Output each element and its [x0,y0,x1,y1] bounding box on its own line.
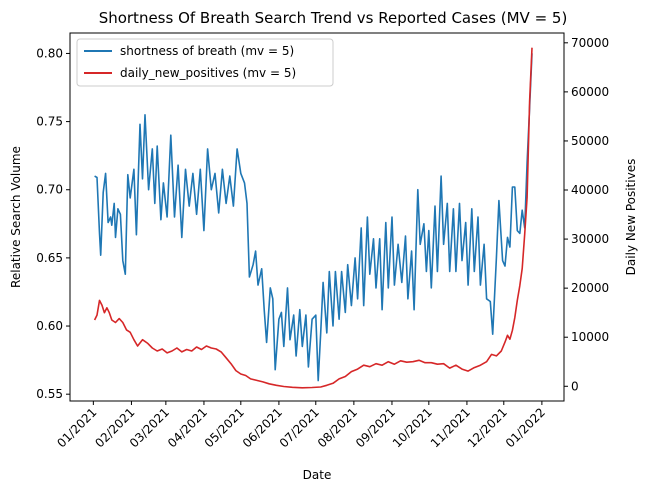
legend-box [76,38,334,87]
left-y-tick-label: 0.75 [36,115,63,129]
x-tick-label: 04/2021 [165,405,210,450]
left-y-tick-label: 0.70 [36,183,63,197]
right-y-tick-label: 60000 [571,85,609,99]
plot-frame [69,32,565,402]
left-y-tick-label: 0.80 [36,46,63,60]
legend-label-shortness-of-breath: shortness of breath (mv = 5) [120,44,294,58]
right-y-tick-label: 50000 [571,134,609,148]
right-y-tick-label: 40000 [571,183,609,197]
x-axis: 01/202102/202103/202104/202105/202106/20… [54,401,548,450]
chart-title: Shortness Of Breath Search Trend vs Repo… [99,9,568,27]
right-y-axis-label: Daily New Positives [624,159,638,276]
x-tick-label: 10/2021 [390,405,435,450]
series-lines [93,47,533,389]
left-y-axis: 0.55 0.60 0.65 0.70 0.75 0.80 [36,46,70,401]
right-y-axis: 0 10000 20000 30000 40000 50000 60000 70000 [564,36,609,393]
left-y-tick-label: 0.60 [36,319,63,333]
x-tick-label: 11/2021 [428,405,473,450]
x-tick-label: 06/2021 [240,405,285,450]
x-tick-label: 08/2021 [315,405,360,450]
series-line-shortness-of-breath [94,53,533,382]
left-y-axis-label: Relative Search Volume [9,146,23,288]
right-y-tick-label: 10000 [571,330,609,344]
legend-label-daily-new-positives: daily_new_positives (mv = 5) [120,66,296,80]
series-line-daily-new-positives [93,47,533,389]
right-y-tick-label: 20000 [571,281,609,295]
left-y-tick-label: 0.65 [36,251,63,265]
x-tick-label: 12/2021 [465,405,510,450]
x-tick-label: 07/2021 [277,405,322,450]
left-y-tick-label: 0.55 [36,387,63,401]
right-y-tick-label: 30000 [571,232,609,246]
x-axis-label: Date [303,468,332,482]
right-y-tick-label: 0 [571,379,579,393]
right-y-tick-label: 70000 [571,36,609,50]
x-tick-label: 01/2022 [503,405,548,450]
x-tick-label: 01/2021 [54,405,99,450]
x-tick-label: 09/2021 [353,405,398,450]
x-tick-label: 05/2021 [202,405,247,450]
legend: shortness of breath (mv = 5) daily_new_p… [76,38,334,87]
